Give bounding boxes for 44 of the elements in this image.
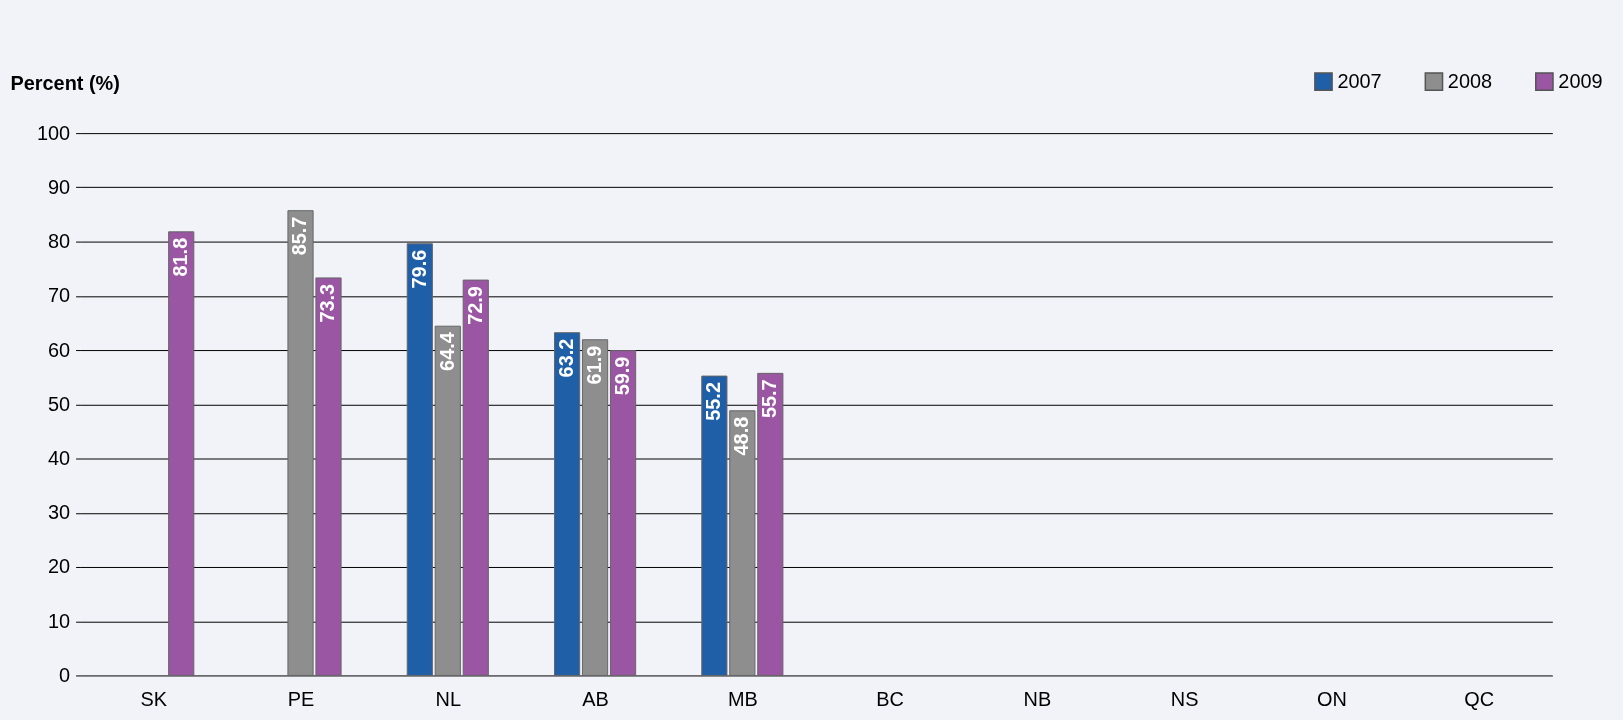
data-label: 72.9 [463, 286, 486, 325]
bar [609, 350, 637, 676]
bar [462, 279, 489, 676]
y-tick-label: 80 [48, 230, 71, 253]
bar [581, 339, 609, 676]
data-label: 63.2 [555, 338, 578, 378]
y-tick-label: 60 [48, 338, 71, 361]
data-label: 81.8 [169, 237, 192, 277]
bar [553, 332, 581, 676]
data-label: 55.7 [758, 379, 781, 419]
x-tick-label: BC [876, 687, 904, 710]
data-label: 59.9 [611, 356, 634, 396]
legend-label: 2008 [1447, 69, 1493, 92]
data-label: 61.9 [583, 345, 606, 385]
x-tick-label: ON [1317, 687, 1347, 710]
x-tick-label: SK [140, 687, 168, 710]
y-tick-label: 40 [48, 446, 71, 469]
y-tick-label: 70 [48, 284, 71, 307]
y-tick-label: 10 [48, 609, 71, 632]
data-label: 85.7 [288, 216, 311, 256]
y-tick-label: 20 [48, 555, 71, 578]
legend-label: 2009 [1558, 69, 1603, 92]
x-tick-label: AB [582, 687, 609, 710]
data-label: 55.2 [702, 382, 725, 421]
y-tick-label: 100 [36, 121, 71, 144]
data-label: 73.3 [316, 283, 339, 323]
x-tick-label: MB [727, 687, 758, 710]
data-label: 48.8 [730, 416, 753, 456]
y-tick-label: 0 [59, 663, 71, 686]
x-tick-label: NB [1023, 687, 1052, 710]
legend-label: 2007 [1337, 69, 1382, 92]
y-tick-label: 50 [48, 392, 71, 415]
y-tick-label: 90 [48, 175, 71, 198]
x-tick-label: QC [1464, 687, 1495, 710]
bar [406, 243, 433, 676]
data-label: 64.4 [435, 332, 458, 371]
x-tick-label: NS [1170, 687, 1199, 710]
x-tick-label: PE [287, 687, 315, 710]
bar [168, 231, 195, 676]
y-axis-title: Percent (%) [10, 71, 120, 94]
x-tick-label: NL [435, 687, 462, 710]
data-label: 79.6 [407, 249, 430, 289]
bar [434, 325, 461, 676]
y-tick-label: 30 [48, 501, 71, 524]
